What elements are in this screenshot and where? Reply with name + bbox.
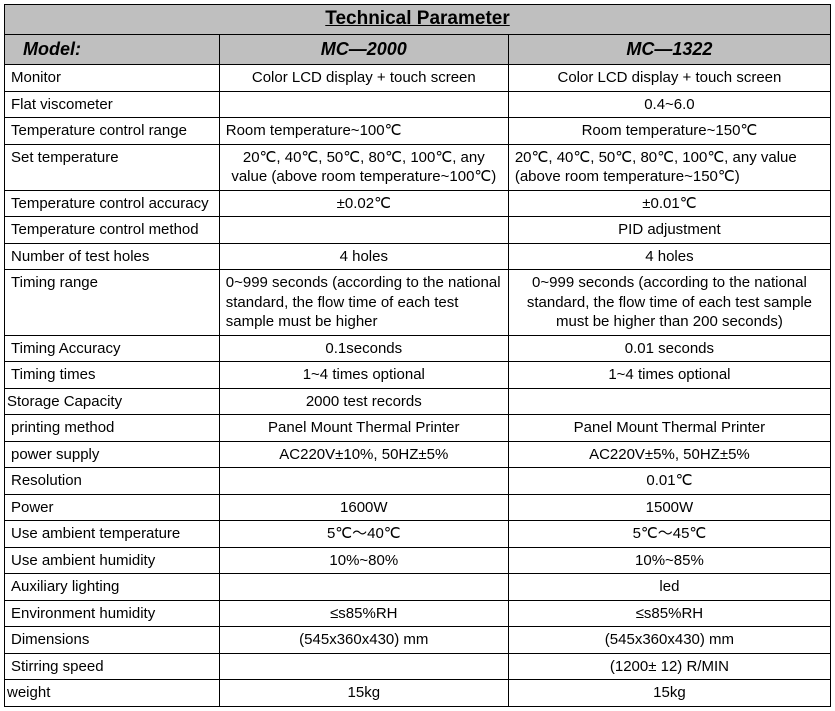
model-a-header: MC—2000 [219, 34, 508, 64]
row-label: Temperature control accuracy [5, 190, 220, 217]
row-label: Timing times [5, 362, 220, 389]
table-row: Flat viscometer 0.4~6.0 [5, 91, 831, 118]
row-value-b: ≤s85%RH [508, 600, 830, 627]
row-value-b: 0.4~6.0 [508, 91, 830, 118]
row-value-a: Room temperature~100℃ [219, 118, 508, 145]
model-b-header: MC—1322 [508, 34, 830, 64]
table-row: Stirring speed (1200± 12) R/MIN [5, 653, 831, 680]
row-value-b: 4 holes [508, 243, 830, 270]
row-label: Timing range [5, 270, 220, 336]
table-row: Use ambient temperature5℃～40℃5℃～45℃ [5, 521, 831, 548]
row-label: Number of test holes [5, 243, 220, 270]
row-value-b: Panel Mount Thermal Printer [508, 415, 830, 442]
table-row: Temperature control accuracy±0.02℃±0.01℃ [5, 190, 831, 217]
row-label: Temperature control method [5, 217, 220, 244]
row-value-a: 0.1seconds [219, 335, 508, 362]
row-value-a: 1600W [219, 494, 508, 521]
technical-parameter-table: Technical Parameter Model: MC—2000 MC—13… [4, 4, 831, 707]
row-value-a: 2000 test records [219, 388, 508, 415]
row-label: power supply [5, 441, 220, 468]
row-value-a [219, 574, 508, 601]
row-label: Monitor [5, 65, 220, 92]
row-value-a: Color LCD display + touch screen [219, 65, 508, 92]
row-value-b: PID adjustment [508, 217, 830, 244]
row-value-b: (1200± 12) R/MIN [508, 653, 830, 680]
row-label: Environment humidity [5, 600, 220, 627]
table-row: Resolution 0.01℃ [5, 468, 831, 495]
table-row: Set temperature20℃, 40℃, 50℃, 80℃, 100℃,… [5, 144, 831, 190]
row-value-a: 0~999 seconds (according to the national… [219, 270, 508, 336]
row-value-a: ±0.02℃ [219, 190, 508, 217]
table-row: Dimensions(545x360x430) mm(545x360x430) … [5, 627, 831, 654]
row-value-a: 4 holes [219, 243, 508, 270]
row-value-b: 0.01℃ [508, 468, 830, 495]
row-value-a: 20℃, 40℃, 50℃, 80℃, 100℃, any value (abo… [219, 144, 508, 190]
row-value-b: 10%~85% [508, 547, 830, 574]
row-value-b [508, 388, 830, 415]
table-row: Timing Accuracy0.1seconds0.01 seconds [5, 335, 831, 362]
row-value-a: 15kg [219, 680, 508, 707]
table-row: weight15kg15kg [5, 680, 831, 707]
row-value-b: 5℃～45℃ [508, 521, 830, 548]
row-value-a: ≤s85%RH [219, 600, 508, 627]
table-row: Use ambient humidity10%~80%10%~85% [5, 547, 831, 574]
table-row: Temperature control method PID adjustment [5, 217, 831, 244]
row-label: Power [5, 494, 220, 521]
table-row: Temperature control rangeRoom temperatur… [5, 118, 831, 145]
row-value-a: AC220V±10%, 50HZ±5% [219, 441, 508, 468]
table-title: Technical Parameter [5, 5, 831, 35]
row-value-b: led [508, 574, 830, 601]
row-value-b: Color LCD display + touch screen [508, 65, 830, 92]
row-value-b: ±0.01℃ [508, 190, 830, 217]
row-value-b: AC220V±5%, 50HZ±5% [508, 441, 830, 468]
table-row: printing methodPanel Mount Thermal Print… [5, 415, 831, 442]
table-row: Timing range0~999 seconds (according to … [5, 270, 831, 336]
table-row: Number of test holes4 holes4 holes [5, 243, 831, 270]
row-value-a [219, 91, 508, 118]
row-label: Use ambient humidity [5, 547, 220, 574]
row-value-a: (545x360x430) mm [219, 627, 508, 654]
table-row: Auxiliary lighting led [5, 574, 831, 601]
row-label: Dimensions [5, 627, 220, 654]
row-value-a: 10%~80% [219, 547, 508, 574]
row-label: Storage Capacity [5, 388, 220, 415]
table-row: Power1600W1500W [5, 494, 831, 521]
title-row: Technical Parameter [5, 5, 831, 35]
table-row: Environment humidity≤s85%RH≤s85%RH [5, 600, 831, 627]
row-value-b: 0.01 seconds [508, 335, 830, 362]
row-label: Use ambient temperature [5, 521, 220, 548]
row-value-a [219, 468, 508, 495]
row-label: Set temperature [5, 144, 220, 190]
table-row: MonitorColor LCD display + touch screenC… [5, 65, 831, 92]
row-value-b: Room temperature~150℃ [508, 118, 830, 145]
row-label: weight [5, 680, 220, 707]
row-value-b: 1~4 times optional [508, 362, 830, 389]
row-value-b: 15kg [508, 680, 830, 707]
row-label: Resolution [5, 468, 220, 495]
table-row: power supplyAC220V±10%, 50HZ±5%AC220V±5%… [5, 441, 831, 468]
model-label: Model: [5, 34, 220, 64]
table-row: Timing times1~4 times optional1~4 times … [5, 362, 831, 389]
row-label: Temperature control range [5, 118, 220, 145]
row-value-b: 20℃, 40℃, 50℃, 80℃, 100℃, any value (abo… [508, 144, 830, 190]
row-label: Stirring speed [5, 653, 220, 680]
row-value-a [219, 217, 508, 244]
row-value-b: (545x360x430) mm [508, 627, 830, 654]
row-label: Timing Accuracy [5, 335, 220, 362]
row-label: printing method [5, 415, 220, 442]
row-value-a: Panel Mount Thermal Printer [219, 415, 508, 442]
row-value-a [219, 653, 508, 680]
row-value-a: 5℃～40℃ [219, 521, 508, 548]
row-value-b: 1500W [508, 494, 830, 521]
row-label: Flat viscometer [5, 91, 220, 118]
table-row: Storage Capacity2000 test records [5, 388, 831, 415]
row-value-b: 0~999 seconds (according to the national… [508, 270, 830, 336]
row-label: Auxiliary lighting [5, 574, 220, 601]
header-row: Model: MC—2000 MC—1322 [5, 34, 831, 64]
row-value-a: 1~4 times optional [219, 362, 508, 389]
